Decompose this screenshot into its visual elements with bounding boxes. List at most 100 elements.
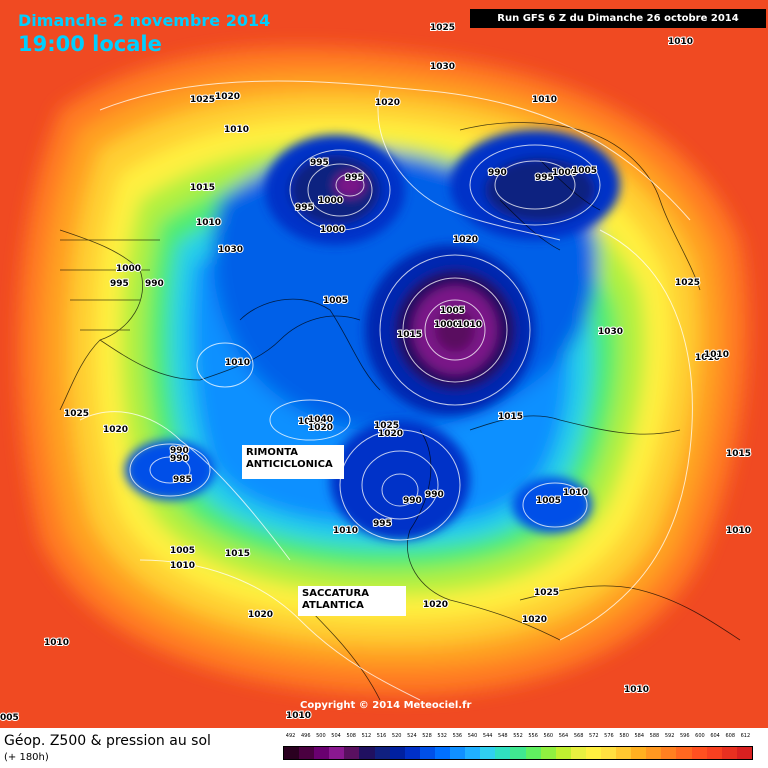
scale-swatch [465, 747, 481, 759]
isobar-value-label: 1020 [453, 235, 478, 245]
isobar-value-label: 1005 [536, 496, 561, 506]
isobar-value-label: 1025 [190, 95, 215, 105]
scale-tick-label: 500 [316, 733, 326, 739]
scale-tick-label: 564 [558, 733, 569, 739]
isobar-value-label: 985 [173, 475, 192, 485]
isobar-value-label: 1015 [190, 183, 215, 193]
forecast-date: Dimanche 2 novembre 2014 [18, 11, 271, 30]
scale-swatch [600, 747, 617, 759]
scale-swatch [646, 747, 662, 759]
isobar-value-label: 990 [170, 446, 189, 456]
scale-swatch [284, 747, 300, 759]
isobar-value-label: 995 [110, 279, 129, 289]
isobar-value-label: 1010 [532, 95, 557, 105]
isobar-value-label: 990 [425, 490, 444, 500]
isobar-value-label: 1010 [196, 218, 221, 228]
scale-tick-label: 512 [361, 733, 372, 739]
scale-tick-label: 612 [740, 733, 751, 739]
scale-swatch [706, 747, 722, 759]
isobar-value-label: 1015 [225, 549, 250, 559]
isobar-value-label: 1025 [374, 421, 399, 431]
scale-swatch [570, 747, 586, 759]
scale-swatch [419, 747, 435, 759]
scale-swatch [450, 747, 466, 759]
isobar-value-label: 1030 [430, 62, 455, 72]
scale-swatch [676, 747, 692, 759]
coastlines [59, 122, 741, 701]
isobar-value-label: 1020 [522, 615, 547, 625]
scale-tick-label: 536 [452, 733, 463, 739]
scale-tick-label: 524 [407, 733, 417, 739]
isobar-value-label: 1020 [103, 425, 128, 435]
isobar-value-label: 995 [345, 173, 364, 183]
isobar-value-label: 1025 [430, 23, 455, 33]
scale-tick-label: 540 [467, 733, 478, 739]
scale-swatch [434, 747, 451, 759]
scale-swatch [404, 747, 420, 759]
color-scale-bar [283, 746, 753, 760]
isobar-value-label: 995 [535, 173, 554, 183]
scale-tick-label: 556 [528, 733, 538, 739]
z500-color-field [0, 0, 768, 728]
isobar-value-label: 1010 [457, 320, 482, 330]
scale-swatch [585, 747, 601, 759]
model-run-banner: Run GFS 6 Z du Dimanche 26 octobre 2014 [470, 9, 766, 28]
scale-swatch [495, 747, 511, 759]
scale-swatch [480, 747, 496, 759]
scale-swatch [389, 747, 405, 759]
isobar-value-label: 995 [373, 519, 392, 529]
scale-tick-label: 596 [679, 733, 690, 739]
rimonta-anticiclonica-label: RIMONTA ANTICICLONICA [242, 445, 344, 479]
scale-tick-label: 592 [664, 733, 675, 739]
scale-swatch [374, 747, 390, 759]
scale-tick-label: 496 [300, 733, 311, 739]
scale-swatch [691, 747, 707, 759]
isobar-value-label: 1040 [298, 417, 323, 427]
isobar-value-label: 1005 [440, 306, 465, 316]
isobar-value-label: 1000 [318, 196, 343, 206]
scale-tick-label: 516 [376, 733, 387, 739]
isobar-value-label: 1010 [704, 350, 729, 360]
isobar-value-label: 1005 [170, 546, 195, 556]
scale-tick-label: 568 [573, 733, 584, 739]
isobar-value-label: 1010 [563, 488, 588, 498]
isobar-value-label: 1010 [170, 561, 195, 571]
isobar-value-label: 1015 [498, 412, 523, 422]
isobar-value-label: 990 [403, 496, 422, 506]
scale-tick-label: 572 [589, 733, 599, 739]
scale-swatch [736, 747, 752, 759]
isobar-value-label: 1010 [44, 638, 69, 648]
isobar-contours [79, 80, 693, 701]
isobar-value-label: 1000 [434, 320, 459, 330]
scale-tick-label: 576 [604, 733, 614, 739]
isobar-value-label: 1010 [333, 526, 358, 536]
isobar-value-label: 1000 [320, 225, 345, 235]
scale-tick-label: 604 [710, 733, 720, 739]
isobar-value-label: 1020 [423, 600, 448, 610]
saccatura-atlantica-label: SACCATURA ATLANTICA [298, 586, 406, 616]
scale-tick-label: 544 [482, 733, 493, 739]
isobar-value-label: 1010 [225, 358, 250, 368]
isobar-value-label: 995 [295, 203, 314, 213]
isobar-value-label: 1020 [248, 610, 273, 620]
scale-swatch [631, 747, 647, 759]
isobar-value-label: 990 [170, 454, 189, 464]
isobar-value-label: 1020 [378, 429, 403, 439]
isobar-value-label: 1010 [624, 685, 649, 695]
scale-swatch [299, 747, 315, 759]
scale-tick-label: 532 [437, 733, 447, 739]
isobar-value-label: 1005 [572, 166, 597, 176]
scale-tick-label: 600 [695, 733, 705, 739]
legend-title: Géop. Z500 & pression au sol [4, 733, 211, 749]
isobar-value-label: 1000 [552, 168, 577, 178]
scale-swatch [344, 747, 360, 759]
isobar-value-label: 1020 [215, 92, 240, 102]
isobar-value-label: 1030 [218, 245, 243, 255]
scale-tick-label: 552 [513, 733, 523, 739]
isobar-value-label: 1010 [224, 125, 249, 135]
scale-tick-label: 492 [285, 733, 296, 739]
isobar-value-label: 005 [0, 713, 19, 723]
scale-swatch [555, 747, 571, 759]
isobar-value-label: 1025 [534, 588, 559, 598]
